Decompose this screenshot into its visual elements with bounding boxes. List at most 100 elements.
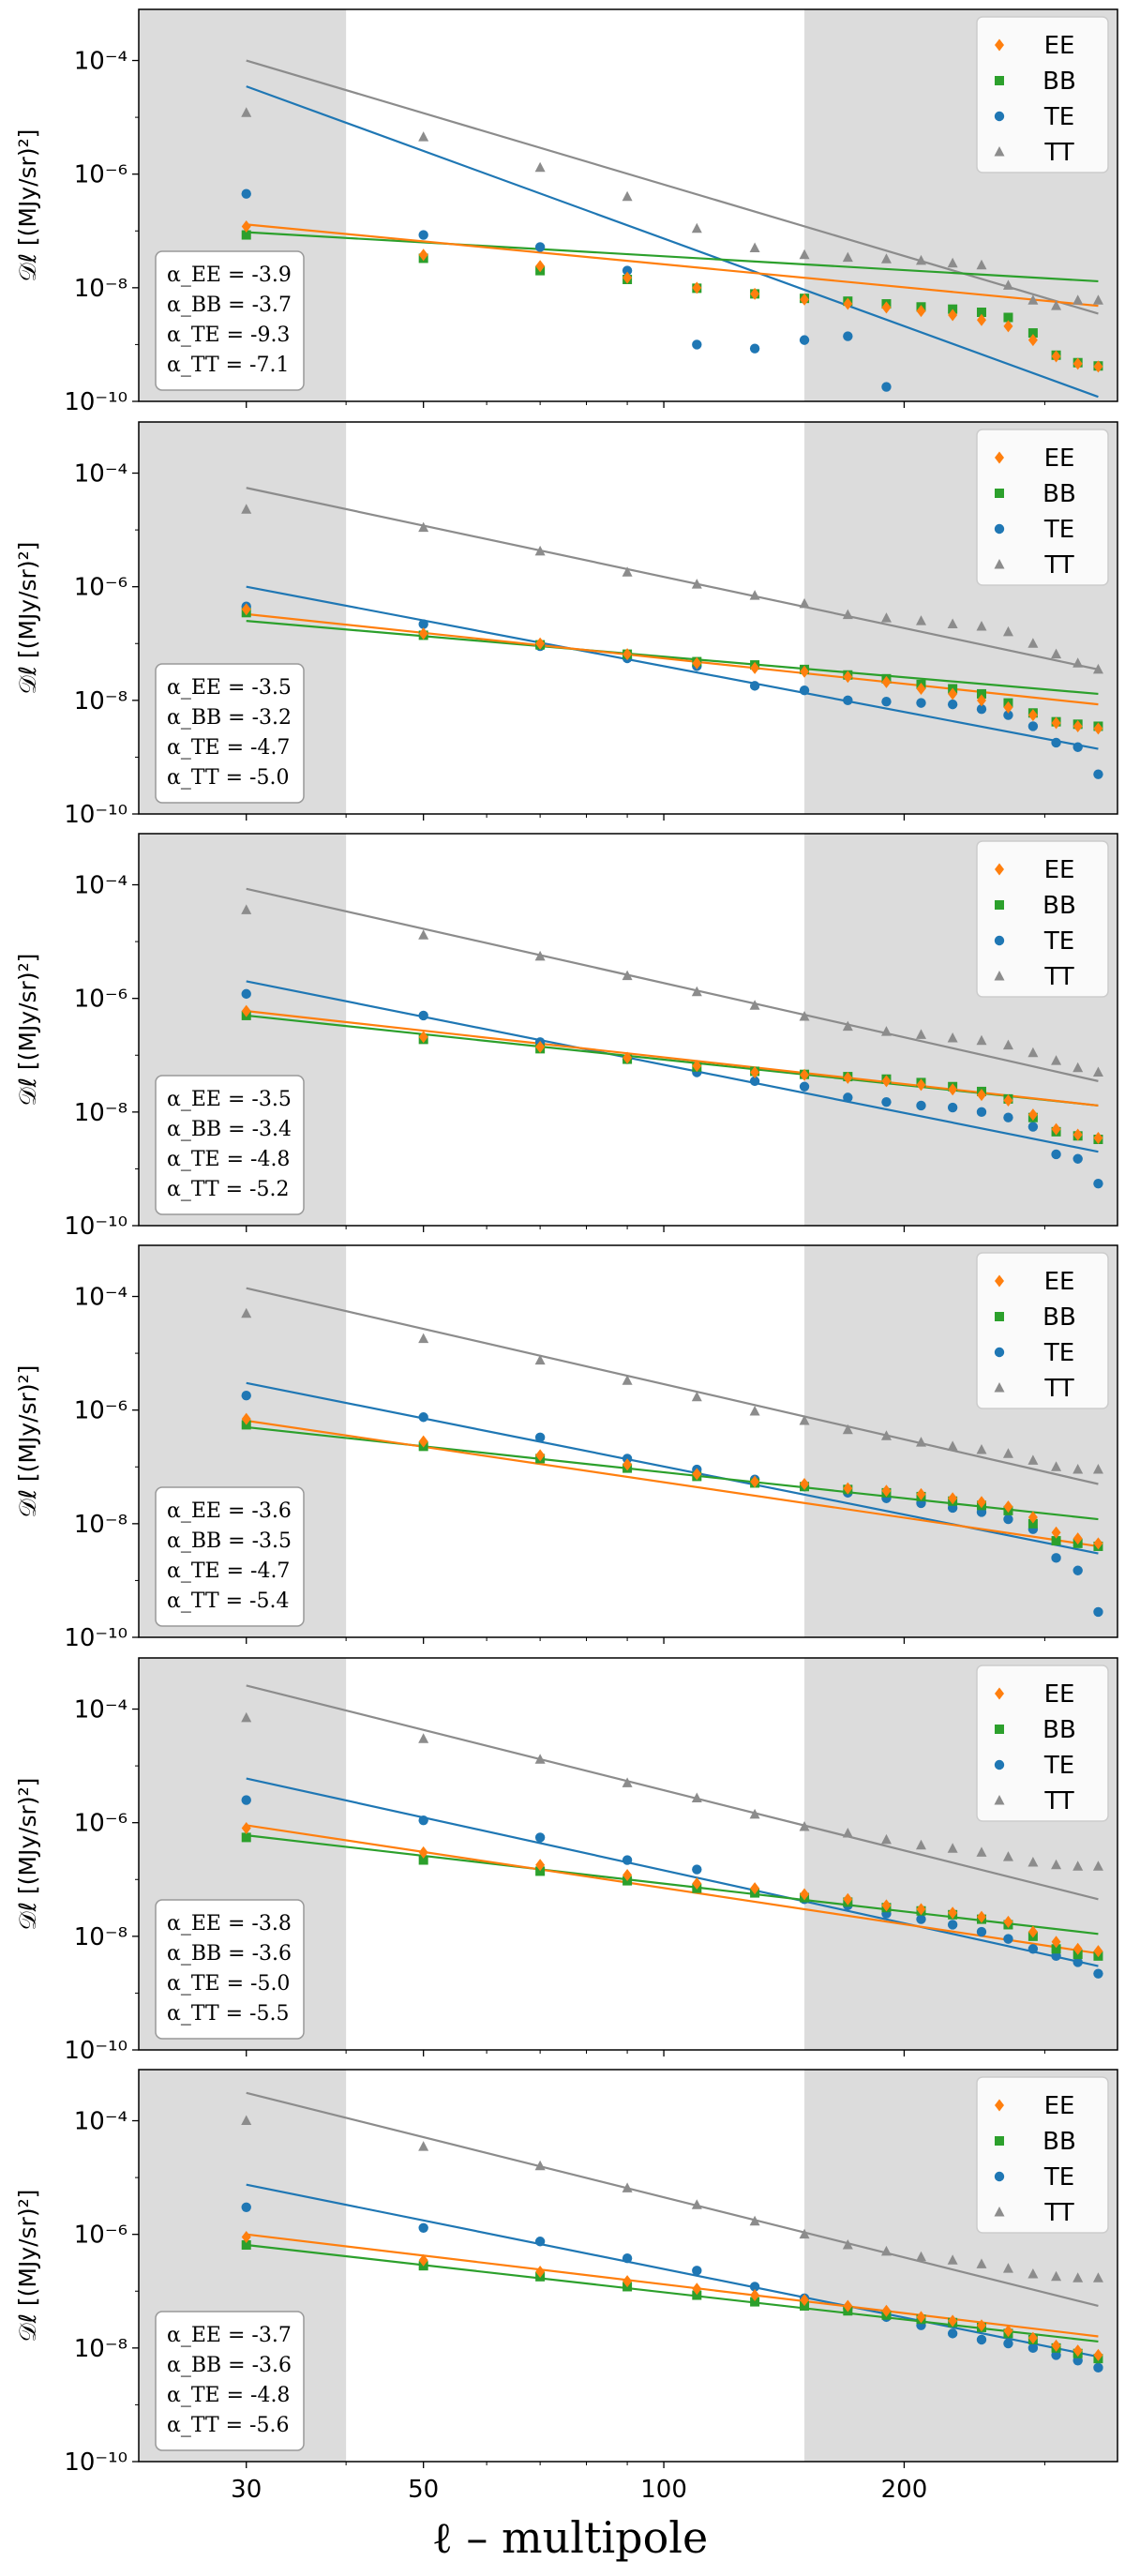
data-point-ee — [750, 1882, 760, 1895]
y-tick-label: 10⁻⁴ — [74, 460, 128, 489]
y-tick-label: 10⁻¹⁰ — [64, 388, 128, 416]
data-point-ee — [976, 313, 986, 326]
data-point-te — [1028, 721, 1039, 731]
y-axis-label: 𝒟ℓ [(MJy/sr)²] — [14, 2190, 41, 2343]
legend-label: TE — [1043, 516, 1074, 544]
data-point-bb — [241, 230, 251, 240]
data-point-te — [881, 382, 892, 392]
alpha-label: α_BB = -3.6 — [167, 1942, 292, 1966]
data-point-tt — [1051, 648, 1062, 659]
legend-box — [976, 1665, 1109, 1822]
data-point-tt — [915, 1437, 926, 1447]
plot-area — [241, 59, 1103, 399]
data-point-te — [1093, 769, 1103, 779]
data-point-ee — [1028, 1925, 1038, 1938]
data-point-te — [1051, 737, 1061, 748]
data-point-bb — [976, 688, 986, 699]
legend-marker-bb — [995, 1312, 1004, 1321]
data-point-tt — [976, 1444, 987, 1454]
data-point-tt — [880, 1026, 892, 1036]
data-point-te — [916, 698, 926, 708]
data-point-ee — [881, 2304, 892, 2317]
data-point-ee — [881, 675, 892, 688]
legend-label: BB — [1042, 68, 1076, 96]
data-point-ee — [1072, 357, 1083, 370]
data-point-te — [1093, 1968, 1103, 1979]
data-point-tt — [241, 1307, 252, 1318]
y-tick-label: 10⁻¹⁰ — [64, 2448, 128, 2477]
data-point-tt — [842, 1020, 853, 1032]
data-point-ee — [800, 665, 810, 678]
data-point-ee — [881, 1899, 892, 1912]
data-point-tt — [880, 1833, 892, 1845]
y-tick-label: 10⁻¹⁰ — [64, 1624, 128, 1652]
data-point-tt — [976, 1846, 987, 1857]
data-point-bb — [418, 1855, 428, 1865]
data-point-bb — [241, 1832, 251, 1843]
x-tick-label: 200 — [881, 2476, 928, 2504]
data-point-ee — [976, 1496, 986, 1509]
legend-box — [976, 429, 1109, 586]
legend-label: EE — [1044, 32, 1075, 60]
data-point-ee — [535, 1859, 546, 1872]
data-point-tt — [691, 2199, 702, 2209]
data-point-bb — [1051, 1536, 1061, 1546]
y-tick-label: 10⁻⁴ — [74, 48, 128, 76]
data-point-tt — [691, 579, 702, 589]
annotation-box — [155, 250, 305, 391]
data-point-tt — [622, 1777, 633, 1787]
data-point-tt — [880, 253, 892, 264]
data-point-bb — [692, 2290, 702, 2300]
y-tick-label: 10⁻¹⁰ — [64, 2037, 128, 2065]
data-point-tt — [799, 1010, 810, 1021]
legend-label: EE — [1044, 856, 1075, 884]
fit-line-tt — [246, 59, 1099, 315]
legend-marker-tt — [994, 1795, 1005, 1805]
legend-marker-ee — [995, 1274, 1004, 1288]
data-point-te — [947, 1920, 958, 1930]
legend-marker-ee — [995, 2099, 1004, 2112]
data-point-te — [1028, 1122, 1039, 1132]
legend-label: TT — [1043, 1375, 1073, 1403]
panel-5: 10⁻¹⁰ 10⁻⁸ 10⁻⁶ 10⁻⁴ 𝒟ℓ [(MJy/sr)²] EE BB TE TT α… — [14, 1657, 1118, 2065]
fit-line-ee — [246, 223, 1099, 308]
data-point-ee — [916, 1078, 926, 1092]
alpha-label: α_TT = -5.6 — [167, 2414, 289, 2437]
data-point-bb — [750, 2297, 760, 2307]
data-point-te — [418, 230, 428, 240]
legend-label: TT — [1043, 139, 1073, 167]
data-point-ee — [948, 1906, 958, 1920]
data-point-tt — [241, 1711, 252, 1723]
data-point-te — [622, 265, 633, 276]
legend-box — [976, 16, 1109, 173]
y-tick-label: 10⁻¹⁰ — [64, 801, 128, 829]
legend-marker-bb — [995, 1725, 1004, 1734]
alpha-label: α_TT = -5.5 — [167, 2002, 289, 2026]
data-point-te — [947, 1102, 958, 1113]
data-point-tt — [691, 1391, 702, 1402]
legend-box — [976, 840, 1109, 998]
legend: EE BB TE TT — [976, 429, 1109, 586]
data-point-tt — [241, 904, 252, 914]
data-point-tt — [1092, 1464, 1103, 1474]
alpha-annotation: α_EE = -3.5 α_BB = -3.2 α_TE = -4.7 α_TT = … — [155, 663, 305, 804]
data-point-tt — [799, 1415, 810, 1425]
data-point-tt — [799, 597, 810, 609]
data-point-ee — [241, 1822, 251, 1835]
data-point-ee — [1051, 1936, 1061, 1949]
data-point-ee — [241, 1412, 251, 1425]
data-point-tt — [842, 251, 853, 263]
legend-marker-bb — [995, 489, 1004, 498]
x-axis-label: ℓ – multipole — [432, 2512, 709, 2563]
data-point-ee — [418, 1031, 428, 1044]
data-point-ee — [535, 2266, 546, 2279]
data-point-te — [1003, 2338, 1013, 2349]
data-point-tt — [418, 521, 429, 533]
data-point-tt — [749, 1406, 760, 1416]
x-tick-label: 30 — [231, 2476, 262, 2504]
data-point-tt — [534, 1354, 546, 1365]
data-point-te — [418, 1412, 428, 1423]
data-point-ee — [418, 1845, 428, 1859]
y-tick-label: 10⁻⁸ — [74, 275, 128, 303]
